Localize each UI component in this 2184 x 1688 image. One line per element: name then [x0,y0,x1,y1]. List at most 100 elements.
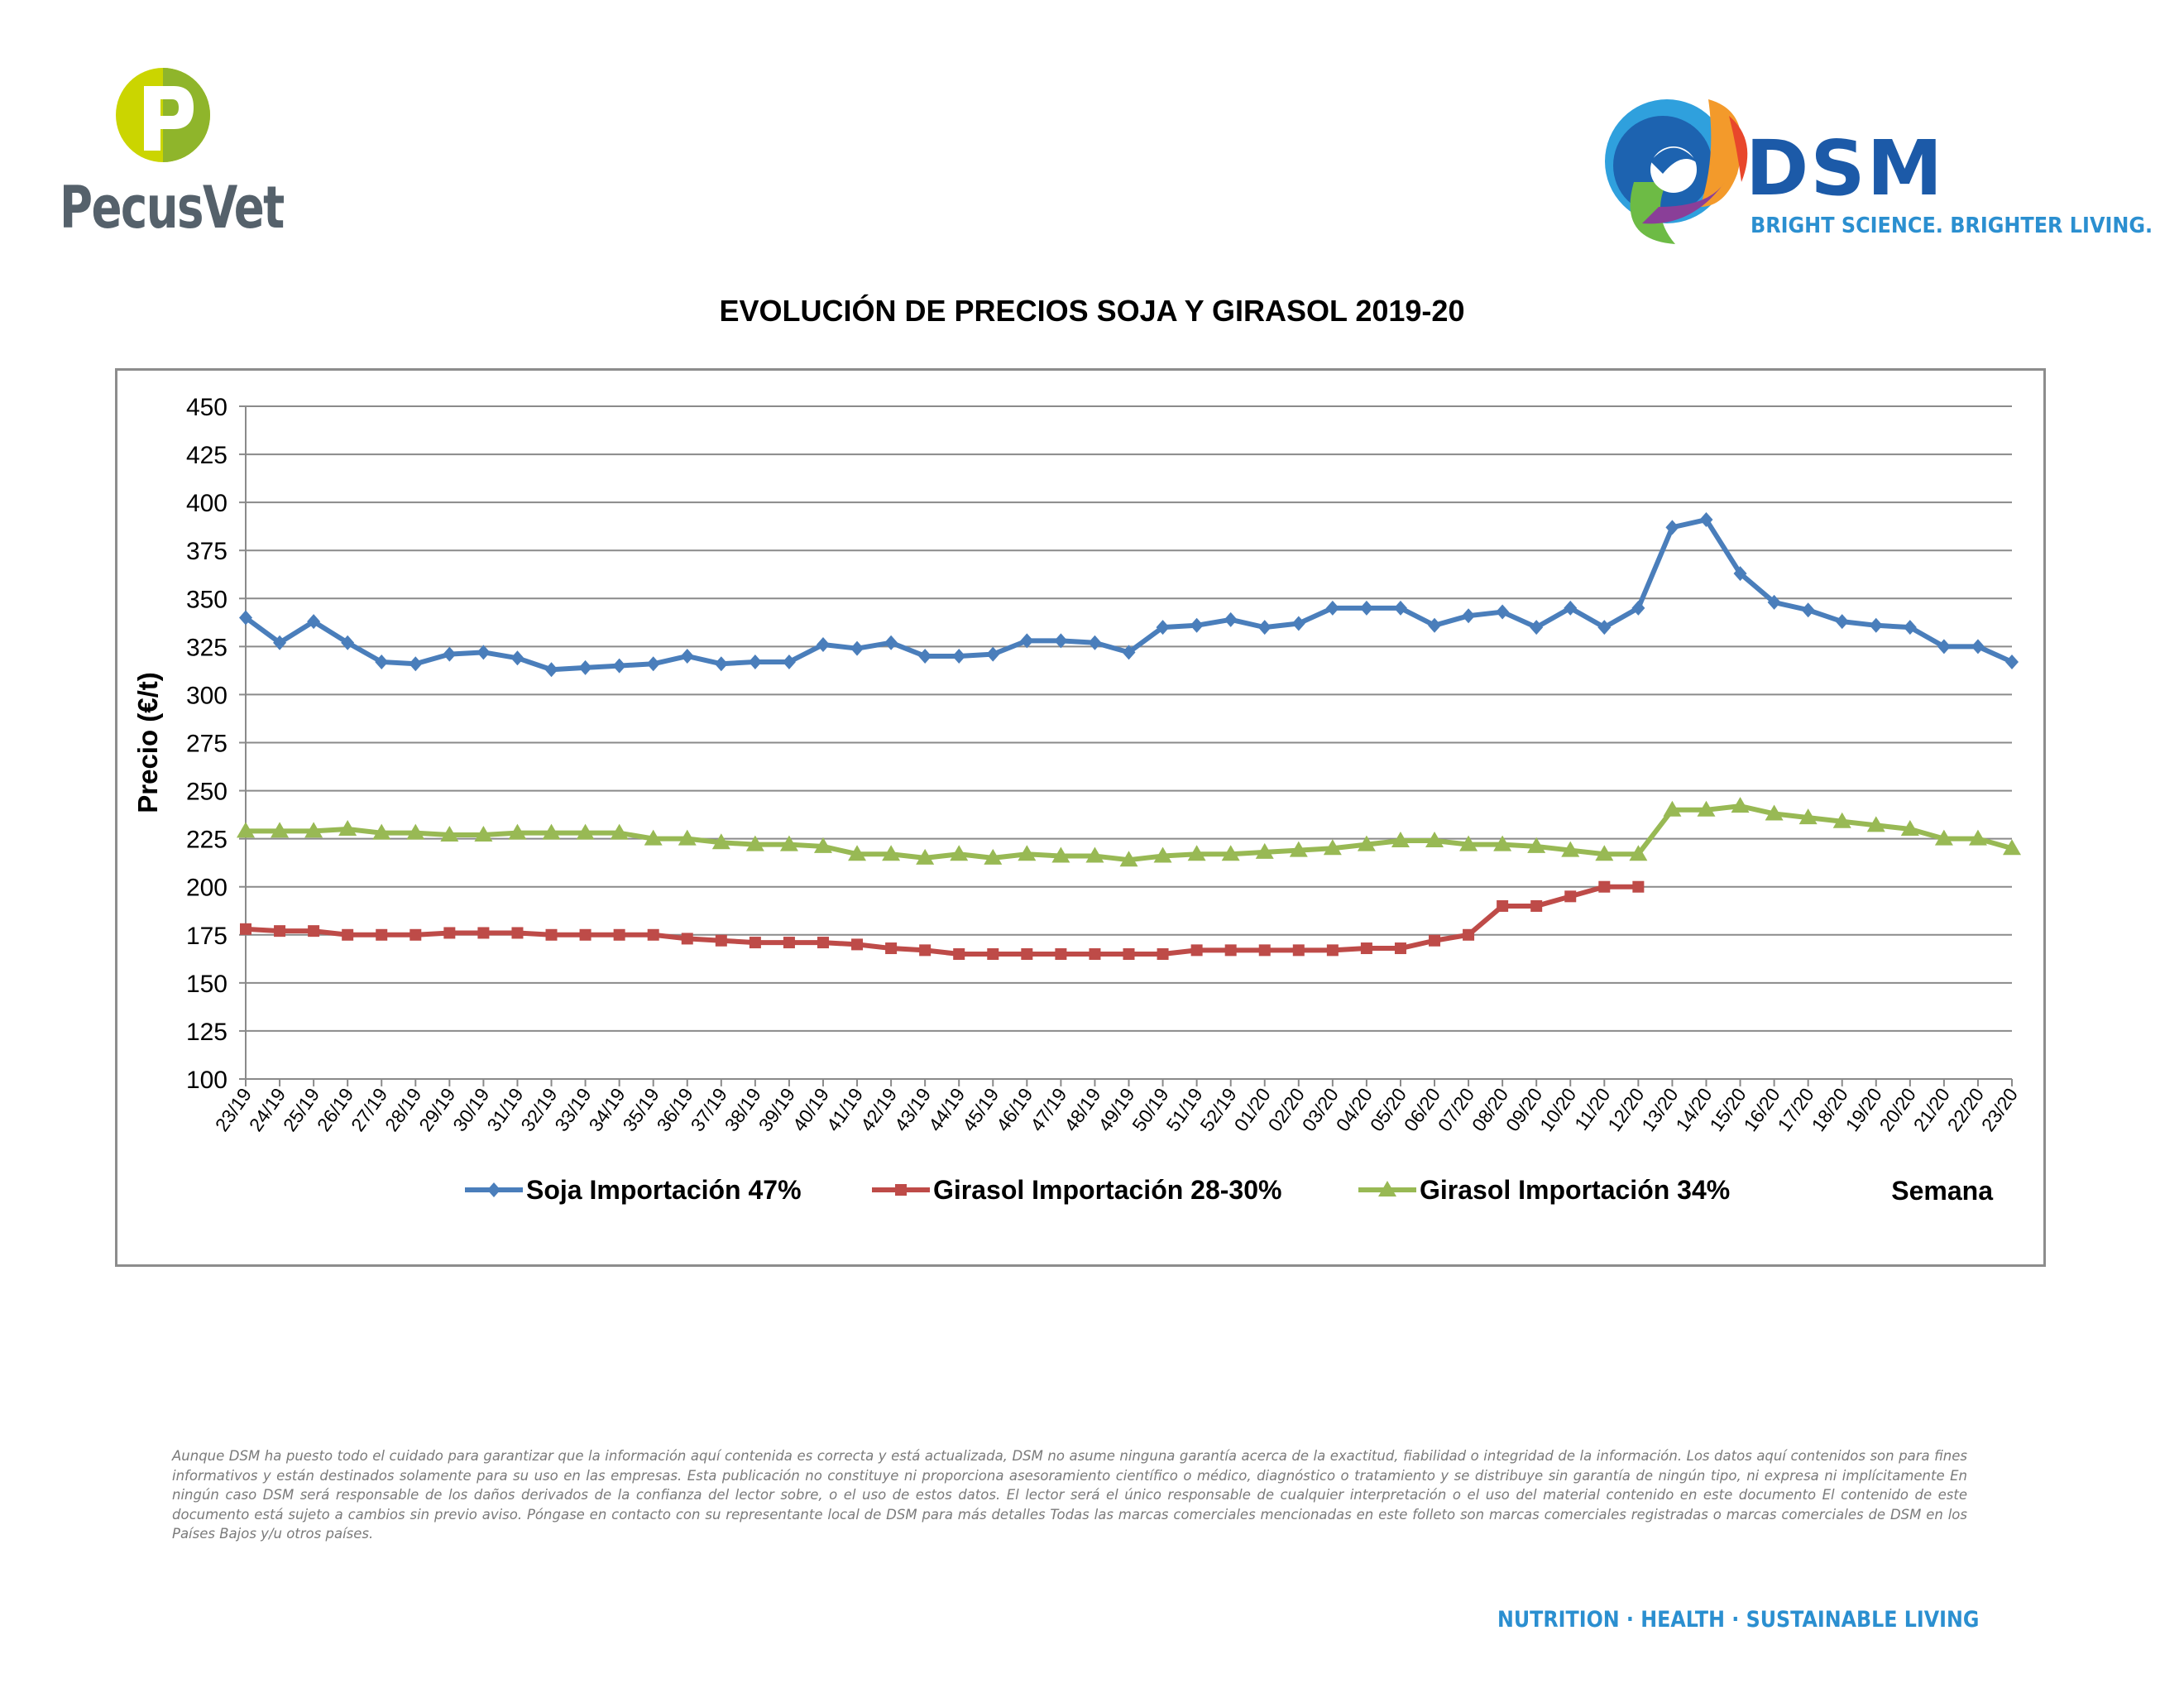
data-point-girasol-28-30 [1632,880,1645,893]
data-point-soja-47 [850,640,864,656]
data-point-girasol-28-30 [1598,880,1611,893]
y-tick-label: 375 [186,538,228,565]
data-point-soja-47 [1257,620,1272,635]
data-point-girasol-34 [1934,829,1953,846]
data-point-girasol-34 [745,835,764,851]
legal-disclaimer: Aunque DSM ha puesto todo el cuidado par… [172,1448,1967,1542]
data-point-girasol-34 [237,822,255,838]
data-point-soja-47 [375,654,389,669]
x-tick-label: 48/19 [1060,1084,1104,1135]
data-point-girasol-34 [1323,839,1342,856]
x-tick-label: 39/19 [754,1084,799,1135]
data-point-girasol-28-30 [545,928,558,941]
data-point-girasol-34 [1255,842,1274,859]
data-point-girasol-28-30 [477,927,490,939]
data-point-soja-47 [1359,600,1373,616]
data-point-soja-47 [443,646,457,662]
y-tick-label: 275 [186,731,228,758]
data-point-girasol-28-30 [919,944,932,957]
data-point-girasol-34 [1493,835,1512,851]
data-point-soja-47 [1224,611,1238,627]
y-tick-label: 400 [186,490,228,517]
x-tick-label: 21/20 [1909,1084,1954,1135]
pecusvet-logo [116,68,210,162]
data-point-soja-47 [1665,520,1679,535]
x-tick-label: 08/20 [1468,1084,1512,1135]
data-point-girasol-34 [440,825,459,842]
data-point-girasol-28-30 [1157,948,1169,961]
data-point-girasol-28-30 [579,928,592,941]
x-tick-label: 23/20 [1977,1084,2022,1135]
legend-marker-soja-47 [487,1182,500,1197]
data-point-girasol-28-30 [274,925,286,938]
dsm-tagline: BRIGHT SCIENCE. BRIGHTER LIVING. [1751,213,2153,238]
data-point-girasol-34 [1527,837,1546,853]
x-tick-label: 31/19 [482,1084,527,1135]
data-point-girasol-34 [1357,835,1376,851]
data-point-soja-47 [1190,617,1204,633]
data-point-girasol-34 [576,823,595,840]
data-point-girasol-34 [1018,845,1037,861]
x-tick-label: 01/20 [1230,1084,1275,1135]
x-tick-label: 26/19 [313,1084,357,1135]
x-tick-label: 05/20 [1366,1084,1410,1135]
data-point-soja-47 [273,635,287,650]
data-point-girasol-34 [1153,846,1172,863]
x-tick-label: 19/20 [1842,1084,1886,1135]
data-point-girasol-28-30 [1224,944,1237,957]
data-point-girasol-34 [1968,829,1987,846]
data-point-soja-47 [680,648,694,664]
x-tick-label: 52/19 [1195,1084,1240,1135]
data-point-girasol-34 [406,823,425,840]
data-point-girasol-28-30 [1055,948,1067,961]
data-point-soja-47 [1428,617,1442,633]
x-tick-label: 10/20 [1535,1084,1580,1135]
x-tick-label: 16/20 [1739,1084,1784,1135]
dsm-logo [1605,99,1748,244]
data-point-girasol-34 [1629,845,1648,861]
data-point-girasol-28-30 [443,927,456,939]
chart-frame: 100 125 150 175 200 225 250 275 300 325 350 375 400 4… [115,368,2046,1267]
data-point-soja-47 [1699,512,1713,528]
data-point-girasol-34 [813,837,832,853]
data-point-soja-47 [1971,639,1985,655]
data-point-soja-47 [918,648,932,664]
x-tick-label: 12/20 [1603,1084,1648,1135]
data-point-soja-47 [1869,617,1883,633]
x-tick-label: 35/19 [618,1084,663,1135]
x-tick-label: 50/19 [1128,1084,1172,1135]
data-point-girasol-34 [1765,804,1784,821]
x-tick-label: 09/20 [1502,1084,1546,1135]
x-tick-label: 37/19 [687,1084,731,1135]
x-tick-label: 32/19 [516,1084,561,1135]
x-tick-label: 02/20 [1264,1084,1309,1135]
data-point-girasol-28-30 [953,948,965,961]
x-tick-label: 29/19 [414,1084,459,1135]
data-point-girasol-28-30 [1292,944,1305,957]
data-point-girasol-28-30 [1429,934,1441,947]
legend-marker-girasol-34 [1378,1181,1396,1196]
data-point-soja-47 [986,646,1000,662]
data-point-soja-47 [2005,654,2019,669]
data-point-girasol-28-30 [851,938,864,951]
data-point-soja-47 [1903,620,1917,635]
y-tick-label: 150 [186,971,228,998]
data-point-girasol-28-30 [1190,944,1203,957]
legend-label-soja-47: Soja Importación 47% [526,1175,802,1205]
data-point-girasol-28-30 [987,948,999,961]
data-point-soja-47 [1733,566,1747,582]
legend-label-girasol-34: Girasol Importación 34% [1420,1175,1730,1205]
data-point-girasol-28-30 [647,928,659,941]
y-tick-label: 425 [186,442,228,469]
x-tick-label: 06/20 [1400,1084,1444,1135]
data-point-girasol-28-30 [410,928,422,941]
data-point-soja-47 [239,610,252,626]
data-point-soja-47 [1291,616,1305,631]
data-point-girasol-28-30 [511,927,524,939]
x-tick-label: 13/20 [1637,1084,1682,1135]
x-tick-label: 03/20 [1298,1084,1343,1135]
y-tick-label: 125 [186,1019,228,1046]
y-tick-label: 175 [186,923,228,950]
data-point-girasol-34 [916,848,935,865]
data-point-soja-47 [714,656,728,672]
